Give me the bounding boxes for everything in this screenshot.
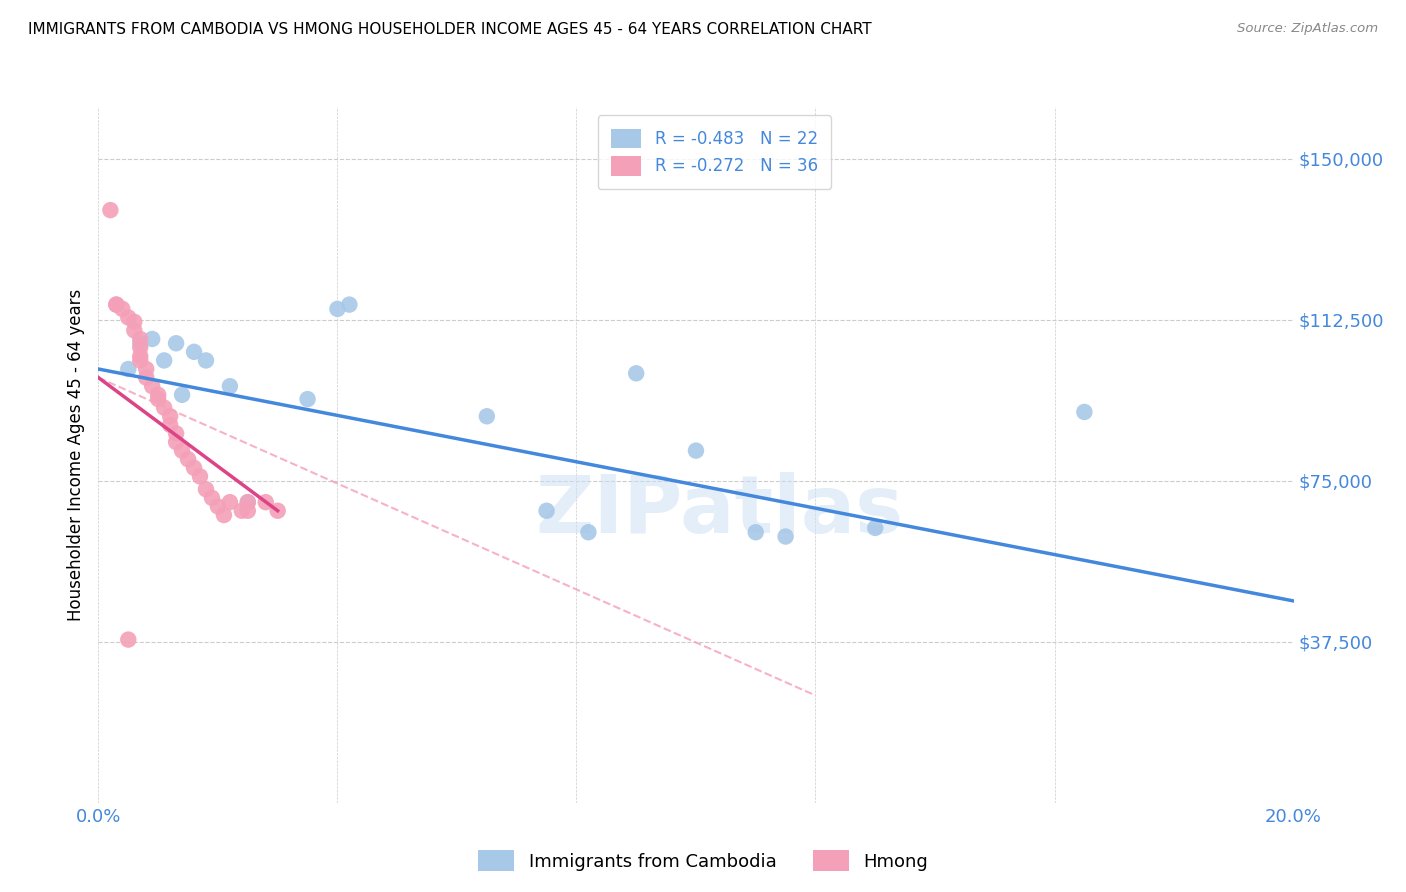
Point bbox=[188, 469, 211, 483]
Text: ZIPatlas: ZIPatlas bbox=[536, 472, 904, 549]
Point bbox=[745, 525, 768, 540]
Legend: R = -0.483   N = 22, R = -0.272   N = 36: R = -0.483 N = 22, R = -0.272 N = 36 bbox=[598, 115, 831, 189]
Point bbox=[124, 323, 146, 337]
Point bbox=[141, 379, 163, 393]
Point bbox=[124, 315, 146, 329]
Point bbox=[172, 388, 194, 402]
Point bbox=[183, 344, 205, 359]
Point bbox=[153, 353, 176, 368]
Point bbox=[1073, 405, 1095, 419]
Legend: Immigrants from Cambodia, Hmong: Immigrants from Cambodia, Hmong bbox=[471, 843, 935, 879]
Y-axis label: Householder Income Ages 45 - 64 years: Householder Income Ages 45 - 64 years bbox=[66, 289, 84, 621]
Point bbox=[236, 504, 259, 518]
Point bbox=[117, 310, 139, 325]
Point bbox=[153, 401, 176, 415]
Point bbox=[117, 632, 139, 647]
Point bbox=[177, 452, 200, 467]
Point bbox=[254, 495, 277, 509]
Point bbox=[111, 301, 134, 316]
Point bbox=[129, 336, 152, 351]
Point bbox=[129, 353, 152, 368]
Point bbox=[135, 362, 157, 376]
Point bbox=[172, 443, 194, 458]
Point bbox=[201, 491, 224, 505]
Point bbox=[141, 332, 163, 346]
Point bbox=[865, 521, 887, 535]
Point bbox=[117, 362, 139, 376]
Point bbox=[219, 495, 242, 509]
Point bbox=[135, 370, 157, 384]
Point bbox=[578, 525, 600, 540]
Point bbox=[236, 495, 259, 509]
Point bbox=[267, 504, 290, 518]
Point bbox=[165, 336, 187, 351]
Point bbox=[475, 409, 498, 424]
Point bbox=[685, 443, 707, 458]
Point bbox=[219, 379, 242, 393]
Text: IMMIGRANTS FROM CAMBODIA VS HMONG HOUSEHOLDER INCOME AGES 45 - 64 YEARS CORRELAT: IMMIGRANTS FROM CAMBODIA VS HMONG HOUSEH… bbox=[28, 22, 872, 37]
Point bbox=[194, 483, 218, 497]
Point bbox=[207, 500, 229, 514]
Point bbox=[129, 332, 152, 346]
Point bbox=[297, 392, 319, 406]
Point bbox=[624, 367, 647, 381]
Point bbox=[159, 409, 181, 424]
Point bbox=[105, 297, 128, 311]
Point bbox=[194, 353, 218, 368]
Point bbox=[536, 504, 558, 518]
Point bbox=[326, 301, 349, 316]
Text: Source: ZipAtlas.com: Source: ZipAtlas.com bbox=[1237, 22, 1378, 36]
Point bbox=[339, 297, 360, 311]
Point bbox=[129, 349, 152, 363]
Point bbox=[775, 529, 797, 543]
Point bbox=[236, 495, 259, 509]
Point bbox=[159, 417, 181, 432]
Point bbox=[129, 341, 152, 355]
Point bbox=[148, 388, 170, 402]
Point bbox=[231, 504, 253, 518]
Point bbox=[183, 460, 205, 475]
Point bbox=[212, 508, 235, 522]
Point bbox=[165, 426, 187, 441]
Point bbox=[165, 435, 187, 450]
Point bbox=[98, 203, 122, 218]
Point bbox=[105, 297, 128, 311]
Point bbox=[148, 392, 170, 406]
